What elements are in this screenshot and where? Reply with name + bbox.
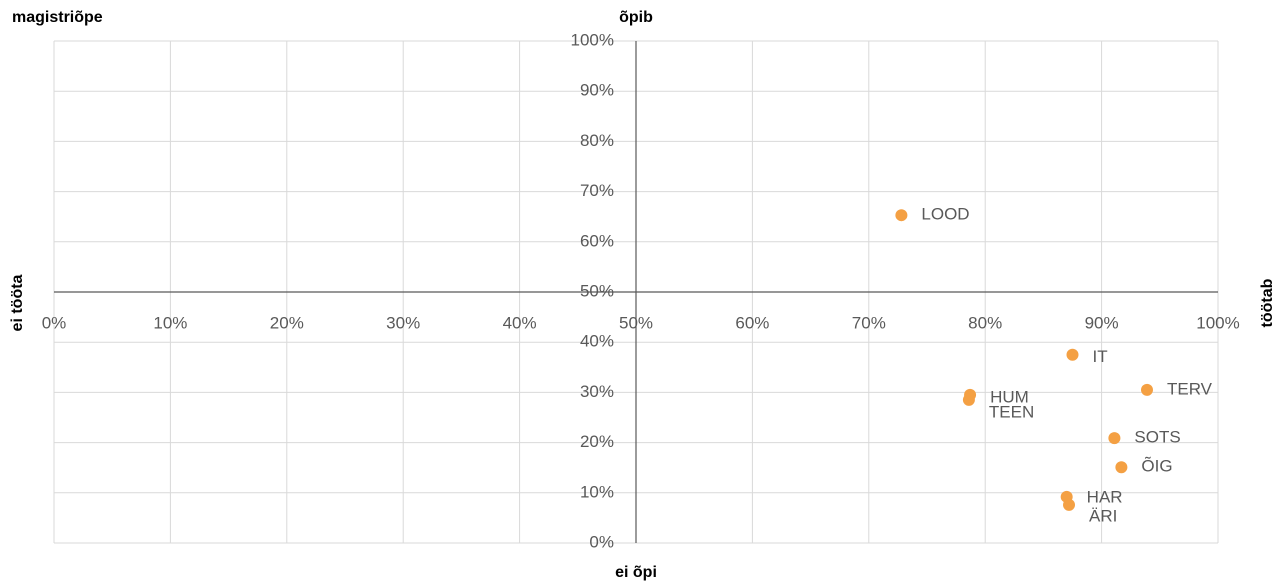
y-tick-label: 10% [580, 482, 614, 501]
x-tick-label: 30% [386, 313, 420, 332]
point-label: TEEN [989, 402, 1034, 421]
x-tick-label: 90% [1085, 313, 1119, 332]
point-label: TERV [1167, 379, 1213, 398]
right-label: töötab [1259, 278, 1276, 327]
point-label: HAR [1087, 487, 1123, 506]
point [1063, 498, 1076, 511]
point [1108, 432, 1121, 445]
x-tick-label: 100% [1196, 313, 1239, 332]
point [1115, 461, 1128, 474]
x-tick-label: 0% [42, 313, 67, 332]
point-label: HUM [990, 387, 1029, 406]
y-tick-label: 40% [580, 332, 614, 351]
point [962, 393, 975, 406]
point-label: LOOD [921, 205, 969, 224]
chart-title: magistriõpe [12, 9, 103, 26]
point-label: IT [1093, 347, 1108, 366]
bottom-label: ei õpi [615, 564, 657, 581]
x-tick-label: 80% [968, 313, 1002, 332]
y-tick-label: 70% [580, 181, 614, 200]
x-tick-label: 20% [270, 313, 304, 332]
y-tick-label: 60% [580, 231, 614, 250]
top-label: õpib [619, 9, 653, 26]
y-tick-label: 100% [571, 30, 614, 49]
point-label: ÕIG [1141, 457, 1172, 476]
x-tick-label: 60% [735, 313, 769, 332]
y-tick-label: 90% [580, 81, 614, 100]
y-tick-label: 30% [580, 382, 614, 401]
point [895, 209, 908, 222]
point [1140, 383, 1153, 396]
x-tick-label: 40% [503, 313, 537, 332]
x-tick-label: 70% [852, 313, 886, 332]
point [1066, 348, 1079, 361]
left-label: ei tööta [9, 274, 26, 331]
y-tick-label: 80% [580, 131, 614, 150]
point-label: ÄRI [1089, 506, 1117, 525]
y-tick-label: 50% [580, 281, 614, 300]
x-tick-label: 10% [153, 313, 187, 332]
point-label: SOTS [1134, 428, 1180, 447]
y-tick-label: 20% [580, 432, 614, 451]
y-tick-label: 0% [589, 532, 614, 551]
